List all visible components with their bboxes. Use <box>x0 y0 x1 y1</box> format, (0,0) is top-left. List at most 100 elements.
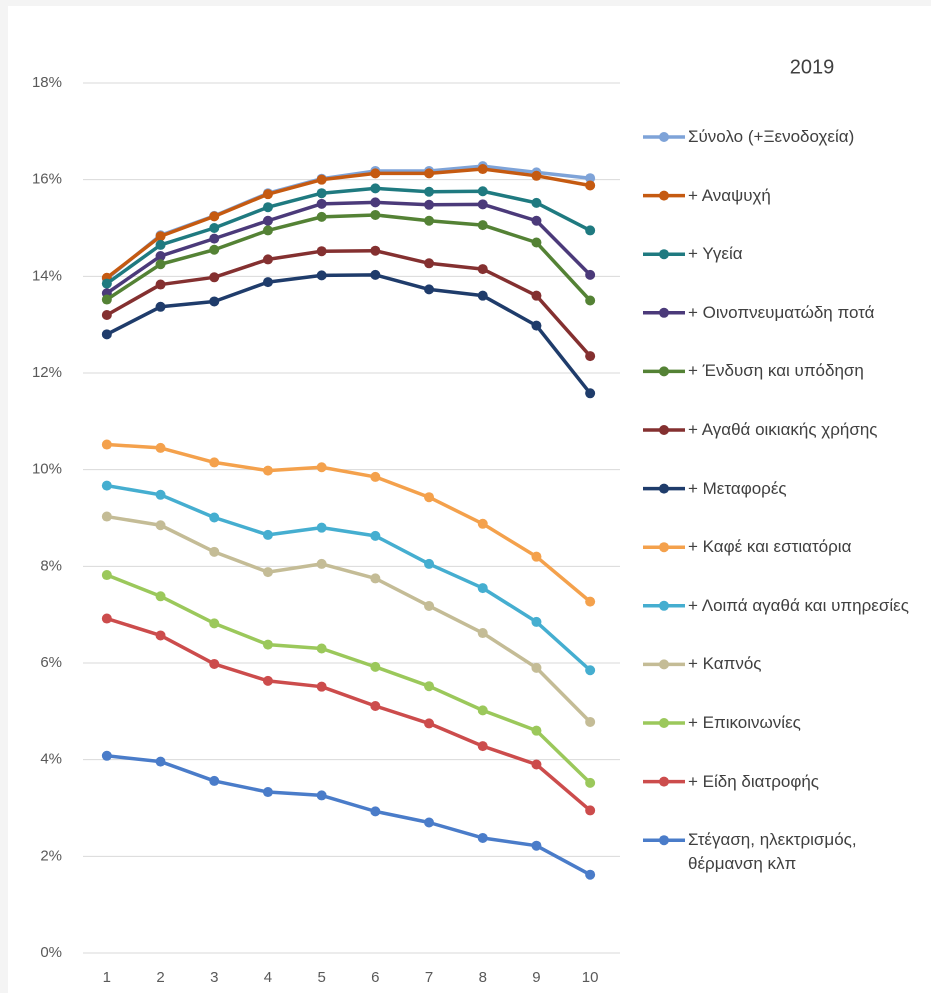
legend-label: + Καφέ και εστιατόρια <box>688 537 852 557</box>
series-line <box>106 754 591 877</box>
point <box>477 264 488 275</box>
x-tick-label: 6 <box>371 969 379 986</box>
point <box>531 725 542 736</box>
point <box>155 442 166 453</box>
point <box>585 180 596 191</box>
point <box>101 570 112 581</box>
series-line <box>106 573 592 785</box>
legend-marker <box>659 307 669 318</box>
x-tick-label: 3 <box>210 969 218 986</box>
x-tick-label: 1 <box>103 969 111 986</box>
point <box>424 718 435 729</box>
series-line <box>106 483 592 672</box>
point <box>531 840 542 851</box>
legend-marker <box>659 425 669 435</box>
point <box>370 269 381 280</box>
point <box>155 279 166 290</box>
series-line <box>106 616 592 812</box>
legend-label: Σύνολο (+Ξενοδοχεία) <box>688 127 855 146</box>
point <box>316 174 327 185</box>
point <box>370 197 381 208</box>
point <box>585 665 596 676</box>
point <box>316 198 327 209</box>
legend-label: + Μεταφορές <box>688 478 787 498</box>
point <box>424 681 435 692</box>
point <box>209 618 220 629</box>
point <box>262 639 273 650</box>
point <box>531 662 542 673</box>
point <box>209 457 220 468</box>
point <box>209 775 220 786</box>
point <box>477 220 488 231</box>
legend-marker <box>659 132 669 142</box>
legend-marker <box>659 190 669 201</box>
point <box>585 225 596 236</box>
y-tick-label: 16% <box>32 171 62 188</box>
point <box>155 591 166 602</box>
point <box>585 173 596 184</box>
point <box>477 583 488 594</box>
legend-label: + Λοιπά αγαθά και υπηρεσίες <box>688 595 909 615</box>
point <box>370 209 381 220</box>
point <box>155 239 166 250</box>
point <box>209 272 220 283</box>
point <box>101 613 112 624</box>
point <box>316 522 327 533</box>
point <box>101 329 112 340</box>
point <box>209 223 220 233</box>
point <box>585 295 596 306</box>
legend-label: + Υγεία <box>688 244 743 264</box>
point <box>370 245 381 256</box>
point <box>209 546 220 557</box>
x-tick-label: 7 <box>425 969 433 986</box>
point <box>316 188 327 199</box>
legend-label: + Αγαθά οικιακής χρήσης <box>688 420 878 439</box>
legend-marker <box>659 483 669 494</box>
legend-marker <box>659 249 669 260</box>
legend-label: + Ένδυση και υπόδηση <box>688 361 864 381</box>
point <box>316 643 327 654</box>
point <box>531 290 542 301</box>
point <box>370 806 381 817</box>
point <box>585 388 596 399</box>
point <box>477 186 488 197</box>
y-tick-label: 4% <box>40 751 62 768</box>
y-tick-label: 12% <box>32 364 62 381</box>
legend-marker <box>659 366 669 377</box>
point <box>424 600 435 611</box>
series-line <box>106 442 592 603</box>
y-tick-label: 18% <box>32 74 62 91</box>
point <box>155 251 166 262</box>
point <box>370 168 381 179</box>
point <box>424 215 435 226</box>
series-line <box>105 200 592 295</box>
point <box>155 231 166 242</box>
point <box>531 551 542 562</box>
point <box>370 661 381 672</box>
point <box>370 701 381 712</box>
series-line <box>106 273 592 395</box>
x-tick-label: 9 <box>532 969 540 986</box>
point <box>424 558 435 569</box>
point <box>262 215 273 226</box>
point <box>262 225 273 236</box>
point <box>101 310 112 320</box>
chart-title: 2019 <box>790 56 835 78</box>
y-tick-label: 14% <box>32 267 62 284</box>
point <box>370 183 381 194</box>
legend-marker <box>659 542 669 553</box>
point <box>531 320 542 331</box>
y-tick-label: 0% <box>40 944 62 961</box>
series-line <box>105 164 591 281</box>
point <box>316 790 327 801</box>
point <box>585 596 596 607</box>
point <box>209 512 220 523</box>
point <box>262 567 273 578</box>
point <box>262 787 273 798</box>
point <box>477 705 488 716</box>
point <box>262 189 273 200</box>
point <box>424 817 435 828</box>
point <box>424 186 435 197</box>
